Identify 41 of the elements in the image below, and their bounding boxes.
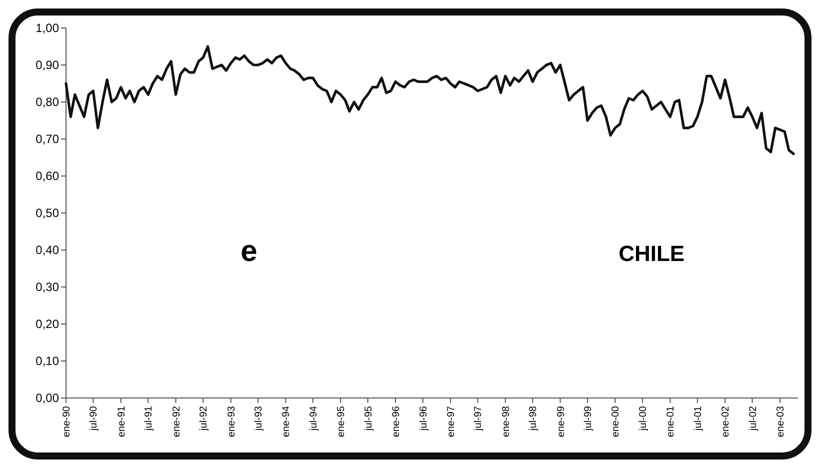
x-tick-label: ene-90: [62, 406, 72, 438]
x-tick-label: ene-92: [171, 406, 182, 438]
y-tick-label: 0,00: [36, 391, 60, 406]
x-tick-label: jul-99: [582, 406, 594, 432]
x-tick-label: ene-03: [775, 406, 786, 438]
y-tick-label: 0,40: [36, 243, 60, 258]
x-tick-label: jul-97: [473, 406, 484, 432]
x-tick-label: jul-95: [363, 406, 374, 432]
x-tick-label: jul-94: [308, 406, 320, 432]
x-tick-label: ene-93: [226, 406, 238, 438]
x-tick-label: ene-91: [116, 406, 128, 438]
line-series: [64, 45, 795, 156]
y-tick-label: 0,30: [36, 280, 60, 294]
annotation: CHILE: [618, 241, 685, 266]
x-tick-label: ene-01: [666, 406, 677, 438]
x-tick-label: jul-01: [692, 406, 704, 432]
x-tick-label: ene-96: [390, 406, 402, 438]
x-tick-label: ene-95: [336, 406, 348, 438]
x-tick-label: jul-02: [748, 406, 759, 432]
x-tick-label: jul-93: [254, 406, 265, 432]
y-tick-label: 0,10: [36, 354, 60, 368]
x-tick-label: ene-94: [281, 406, 292, 438]
x-tick-label: ene-98: [500, 406, 512, 438]
y-tick-label: 0,90: [36, 58, 60, 72]
x-tick-label: ene-97: [446, 406, 457, 438]
x-tick-label: jul-91: [144, 406, 155, 432]
y-tick-label: 0,80: [36, 95, 60, 110]
y-tick-label: 1,00: [36, 21, 60, 36]
x-tick-label: ene-02: [720, 406, 732, 438]
y-tick-label: 0,60: [36, 169, 60, 184]
x-tick-label: jul-98: [528, 406, 540, 432]
y-tick-label: 0,50: [36, 206, 60, 220]
y-tick-label: 0,20: [36, 317, 60, 332]
x-tick-label: jul-96: [418, 406, 430, 432]
x-tick-label: jul-92: [198, 406, 210, 432]
x-tick-label: jul-90: [88, 406, 100, 432]
x-tick-label: ene-00: [610, 406, 622, 438]
x-tick-label: jul-00: [638, 406, 650, 432]
annotation: e: [240, 235, 258, 268]
y-tick-label: 0,70: [36, 132, 60, 146]
x-tick-label: ene-99: [556, 406, 567, 438]
